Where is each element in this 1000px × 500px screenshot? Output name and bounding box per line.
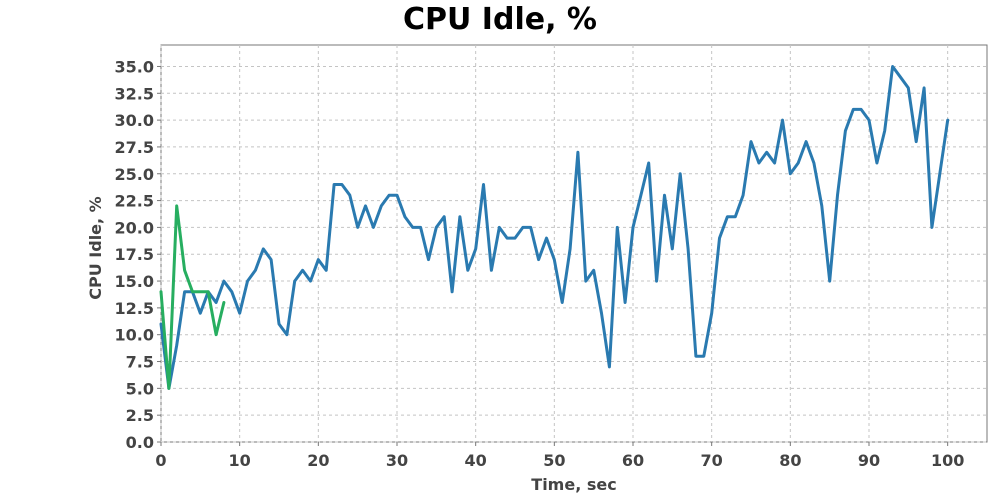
grid-lines: [160, 45, 987, 443]
y-tick-label: 5.0: [126, 379, 154, 398]
x-tick-label: 60: [622, 451, 644, 470]
y-tick-label: 25.0: [115, 165, 154, 184]
x-tick-label: 90: [858, 451, 880, 470]
y-tick-label: 20.0: [115, 218, 154, 237]
x-tick-label: 40: [465, 451, 487, 470]
x-tick-label: 10: [229, 451, 251, 470]
series-line-2: [159, 204, 226, 390]
y-tick-label: 27.5: [115, 138, 154, 157]
y-axis: 0.0 2.5 5.0 7.5 10.0 12.5 15.0 17.5 20.0 22.5 25.0…: [115, 57, 161, 452]
y-tick-label: 10.0: [115, 326, 154, 345]
series-line-1: [159, 65, 950, 390]
y-tick-label: 12.5: [115, 299, 154, 318]
y-tick-label: 32.5: [115, 84, 154, 103]
x-tick-label: 30: [386, 451, 408, 470]
x-tick-label: 70: [701, 451, 723, 470]
x-tick-label: 0: [155, 451, 166, 470]
x-tick-label: 50: [543, 451, 565, 470]
y-axis-title: CPU Idle, %: [86, 196, 105, 299]
y-tick-label: 15.0: [115, 272, 154, 291]
y-tick-label: 0.0: [126, 433, 154, 452]
y-tick-label: 7.5: [126, 353, 154, 372]
y-tick-label: 17.5: [115, 245, 154, 264]
x-tick-label: 20: [307, 451, 329, 470]
x-tick-label: 80: [779, 451, 801, 470]
series-layer: [159, 65, 950, 390]
y-tick-label: 35.0: [115, 57, 154, 76]
y-tick-label: 2.5: [126, 406, 154, 425]
plot-area: [160, 44, 988, 443]
y-tick-label: 30.0: [115, 111, 154, 130]
x-tick-label: 100: [931, 451, 964, 470]
y-tick-label: 22.5: [115, 192, 154, 211]
x-axis-title: Time, sec: [531, 475, 616, 494]
x-axis: 0 10 20 30 40 50 60 70 80 90 100: [155, 442, 964, 470]
chart-title: CPU Idle, %: [403, 2, 597, 37]
